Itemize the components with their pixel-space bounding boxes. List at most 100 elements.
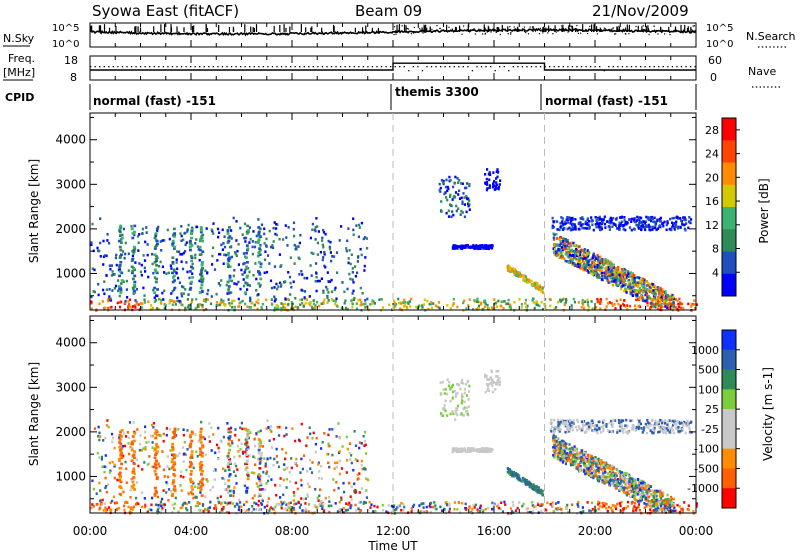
echo-cell: [241, 299, 244, 303]
echo-cell: [360, 487, 364, 490]
echo-cell: [504, 503, 507, 506]
nsearch-dot: [529, 26, 531, 28]
echo-cell: [105, 288, 108, 291]
echo-cell: [226, 502, 229, 506]
echo-cell: [171, 482, 175, 485]
echo-cell: [479, 448, 482, 452]
echo-cell: [618, 221, 621, 225]
echo-cell: [627, 285, 630, 289]
echo-cell: [243, 510, 247, 514]
echo-cell: [289, 480, 292, 483]
echo-cell: [199, 467, 203, 470]
echo-cell: [227, 468, 231, 472]
echo-cell: [244, 268, 247, 272]
echo-cell: [285, 426, 288, 430]
echo-cell: [656, 286, 659, 289]
echo-cell: [456, 305, 459, 309]
echo-cell: [603, 504, 606, 508]
echo-cell: [624, 506, 627, 510]
echo-cell: [571, 503, 574, 506]
echo-cell: [354, 503, 357, 507]
echo-cell: [226, 257, 230, 261]
echo-cell: [656, 305, 659, 309]
freq-dot: [671, 66, 674, 68]
echo-cell: [637, 217, 640, 220]
echo-cell: [679, 306, 683, 310]
echo-cell: [150, 304, 153, 307]
echo-cell: [163, 306, 166, 310]
echo-cell: [403, 301, 407, 304]
echo-cell: [609, 274, 612, 278]
nsearch-dot: [481, 33, 484, 35]
echo-cell: [239, 287, 242, 291]
echo-cell: [332, 255, 336, 258]
echo-cell: [241, 273, 244, 276]
echo-cell: [419, 510, 422, 513]
echo-cell: [466, 450, 469, 454]
echo-cell: [131, 305, 135, 308]
freq-dot: [649, 66, 651, 68]
echo-cell: [176, 296, 179, 300]
echo-cell: [288, 275, 292, 279]
echo-cell: [580, 305, 583, 309]
echo-cell: [612, 280, 615, 283]
range-tick-label: 4000: [55, 133, 86, 147]
nsearch-dot: [466, 29, 468, 31]
freq-dot: [253, 66, 255, 68]
echo-cell: [195, 496, 198, 499]
echo-cell: [99, 255, 102, 258]
echo-cell: [491, 306, 494, 309]
echo-cell: [690, 218, 693, 221]
nsearch-dot: [625, 33, 627, 35]
echo-cell: [95, 492, 98, 495]
echo-cell: [273, 457, 276, 461]
echo-cell: [461, 211, 464, 214]
echo-cell: [639, 220, 642, 224]
echo-cell: [156, 508, 159, 512]
echo-cell: [156, 229, 159, 232]
echo-cell: [119, 480, 123, 484]
echo-cell: [626, 221, 629, 225]
echo-cell: [201, 239, 205, 243]
echo-cell: [127, 300, 130, 303]
echo-cell: [400, 501, 403, 505]
echo-cell: [638, 297, 641, 300]
echo-cell: [268, 229, 271, 233]
echo-cell: [150, 508, 153, 512]
echo-cell: [577, 505, 580, 508]
echo-cell: [245, 444, 249, 447]
echo-cell: [238, 498, 241, 502]
echo-cell: [312, 299, 315, 302]
echo-cell: [564, 238, 567, 241]
echo-cell: [157, 503, 160, 507]
echo-cell: [596, 264, 599, 267]
freq-dot: [94, 66, 96, 68]
freq-dot: [208, 66, 210, 68]
echo-cell: [197, 486, 200, 489]
echo-cell: [600, 258, 603, 262]
echo-cell: [594, 268, 597, 271]
echo-cell: [246, 267, 250, 270]
nsearch-dot: [509, 26, 511, 28]
freq-dot: [585, 66, 587, 68]
echo-cell: [133, 304, 137, 307]
echo-cell: [445, 501, 448, 504]
echo-cell: [263, 242, 266, 245]
echo-cell: [137, 464, 140, 468]
nsearch-dot: [484, 27, 486, 29]
echo-cell: [227, 288, 231, 291]
echo-cell: [485, 383, 489, 386]
freq-dot: [285, 66, 287, 68]
echo-cell: [111, 289, 114, 292]
echo-cell: [326, 288, 329, 291]
freq-dot: [153, 66, 155, 68]
echo-cell: [292, 491, 295, 494]
echo-cell: [120, 233, 124, 237]
echo-cell: [364, 302, 367, 305]
echo-cell: [506, 267, 509, 270]
echo-cell: [144, 270, 147, 273]
echo-cell: [179, 474, 182, 478]
nsky-label: N.Sky: [3, 32, 35, 45]
echo-cell: [509, 507, 512, 510]
echo-cell: [143, 294, 146, 297]
